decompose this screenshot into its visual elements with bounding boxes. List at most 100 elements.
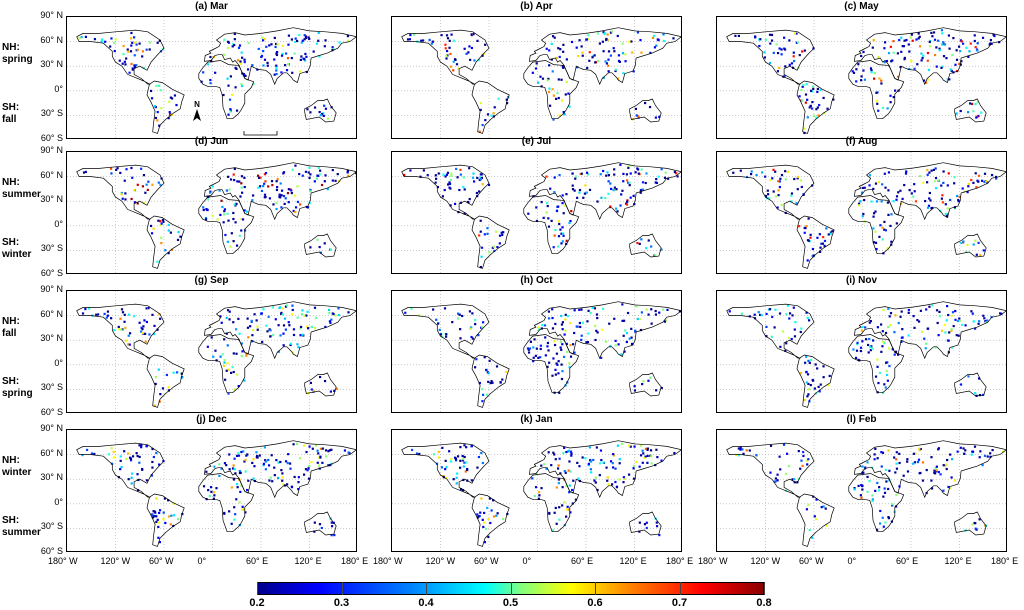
- panel-title: (i) Nov: [845, 275, 878, 286]
- row-label-line: SH:: [2, 376, 20, 387]
- longitude-tick: 0°: [197, 556, 207, 566]
- coastline: [198, 60, 255, 120]
- latitude-tick: 60° S: [40, 133, 63, 143]
- coastline: [523, 334, 580, 394]
- latitude-tick: 60° N: [40, 308, 63, 319]
- latitude-tick: 0°: [54, 357, 63, 368]
- latitude-tick: 30° N: [40, 59, 63, 70]
- longitude-tick: 60° E: [246, 556, 269, 566]
- coastline: [629, 98, 662, 123]
- longitude-tick: 180° W: [48, 556, 78, 566]
- row-label-sh: SH: fall: [2, 102, 19, 126]
- panel-title: (a) Mar: [195, 1, 228, 12]
- data-pixels: [81, 304, 350, 407]
- world-map: [67, 291, 356, 412]
- world-map: [392, 430, 681, 551]
- longitude-tick: 180° E: [341, 556, 369, 566]
- row-label-line: spring: [2, 388, 33, 399]
- data-pixels: [81, 442, 351, 544]
- world-map: N: [67, 17, 356, 138]
- colorbar-tick-label: 0.7: [671, 597, 688, 609]
- longitude-tick: 180° W: [373, 556, 403, 566]
- panel-title: (d) Jun: [194, 136, 229, 147]
- coastline: [629, 511, 662, 536]
- row-label-line: fall: [2, 114, 17, 125]
- row-label-line: NH:: [2, 42, 20, 53]
- map-panel: N: [66, 16, 357, 139]
- coastline: [853, 301, 1006, 360]
- latitude-tick: 30° N: [40, 194, 63, 205]
- longitude-tick: 120° E: [294, 556, 322, 566]
- coastline: [523, 195, 580, 255]
- latitude-tick: 30° S: [40, 382, 63, 393]
- coastline: [528, 162, 681, 221]
- panel-title: (l) Feb: [846, 414, 877, 425]
- world-map: [67, 152, 356, 273]
- world-map: [67, 430, 356, 551]
- data-pixels: [403, 163, 679, 269]
- coastline: [523, 60, 580, 120]
- latitude-tick: 30° N: [40, 333, 63, 344]
- map-panel: [391, 151, 682, 274]
- coastline: [198, 195, 255, 255]
- row-label-line: winter: [2, 467, 32, 478]
- longitude-tick: 60° W: [474, 556, 499, 566]
- coastline: [203, 301, 356, 360]
- coastline: [954, 511, 987, 536]
- latitude-tick: 90° N: [40, 284, 63, 294]
- coastline: [198, 334, 255, 394]
- coastline: [76, 29, 165, 85]
- colorbar-tick-label: 0.6: [587, 597, 603, 609]
- coastline: [726, 442, 815, 498]
- data-pixels: [732, 167, 998, 262]
- colorbar-tick-mark: [764, 582, 765, 595]
- latitude-tick: 30° S: [40, 243, 63, 254]
- coastline: [203, 162, 356, 221]
- world-map: [717, 291, 1006, 412]
- longitude-tick: 60° E: [896, 556, 919, 566]
- data-pixels: [406, 30, 675, 133]
- coastline: [304, 511, 337, 536]
- longitude-tick: 120° W: [100, 556, 131, 566]
- row-label-nh: NH: winter: [2, 455, 31, 479]
- panel-title: (k) Jan: [520, 414, 553, 425]
- coastline: [848, 473, 905, 533]
- world-map: [717, 430, 1006, 551]
- row-label-line: SH:: [2, 102, 20, 113]
- map-panel: [66, 151, 357, 274]
- coastline: [528, 301, 681, 360]
- latitude-tick: 0°: [54, 496, 63, 507]
- row-label-line: NH:: [2, 177, 20, 188]
- map-panel: [66, 290, 357, 413]
- panel-title: (g) Sep: [194, 275, 229, 286]
- coastline: [796, 493, 835, 547]
- longitude-tick: 0°: [847, 556, 857, 566]
- row-label-line: summer: [2, 527, 41, 538]
- coastline: [471, 215, 510, 269]
- longitude-tick: 120° W: [750, 556, 781, 566]
- colorbar-tick-label: 0.4: [418, 597, 434, 609]
- coastline: [853, 162, 1006, 221]
- panel-title: (j) Dec: [196, 414, 227, 425]
- coastline: [146, 354, 185, 408]
- coastline: [954, 98, 987, 123]
- coastline: [726, 164, 815, 220]
- coastline: [401, 164, 490, 220]
- data-pixels: [728, 304, 1003, 403]
- map-panel: [391, 290, 682, 413]
- coastline: [796, 354, 835, 408]
- longitude-tick: 180° W: [698, 556, 728, 566]
- latitude-tick: 30° S: [40, 521, 63, 532]
- latitude-tick: 90° N: [40, 423, 63, 433]
- latitude-tick: 90° N: [40, 145, 63, 155]
- row-label-nh: NH: summer: [2, 177, 41, 201]
- row-label-line: NH:: [2, 316, 20, 327]
- longitude-tick: 120° W: [425, 556, 456, 566]
- coastline: [304, 233, 337, 258]
- latitude-tick: 30° S: [40, 108, 63, 119]
- latitude-tick: 30° N: [40, 472, 63, 483]
- colorbar-tick-label: 0.8: [756, 597, 772, 609]
- row-label-line: summer: [2, 189, 41, 200]
- coastline: [203, 440, 356, 499]
- latitude-tick: 90° N: [40, 10, 63, 20]
